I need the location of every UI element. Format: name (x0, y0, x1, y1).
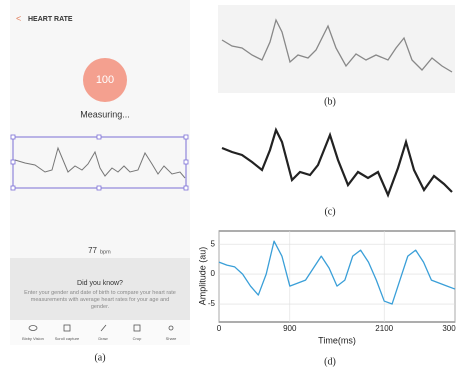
y-tick-label: -5 (208, 299, 216, 308)
toolbar-label[interactable]: Crop (133, 336, 142, 341)
back-arrow: < (16, 13, 21, 23)
caption: (a) (94, 352, 105, 363)
header-title: HEART RATE (28, 16, 73, 23)
tip-title: Did you know? (77, 280, 123, 287)
x-tick-label: 900 (283, 324, 297, 333)
x-tick-label: 300 (442, 324, 456, 333)
x-axis-title: Time(ms) (318, 335, 356, 345)
y-tick-label: 0 (211, 269, 216, 278)
toolbar-label[interactable]: Scroll capture (55, 336, 80, 341)
x-tick-label: 2100 (375, 324, 393, 333)
toolbar (10, 320, 190, 345)
toolbar-label[interactable]: Share (166, 336, 177, 341)
figure: < HEART RATE 100 Measuring... 77 bpm Did… (0, 0, 461, 370)
gauge-value: 100 (96, 74, 114, 86)
y-tick-label: 5 (211, 239, 216, 248)
bpm-value: 77 (88, 246, 97, 255)
bpm-unit: bpm (100, 249, 111, 255)
tip-text: Enter your gender and date of birth to c… (22, 290, 178, 311)
caption: (b) (324, 96, 336, 107)
y-axis-title: Amplitude (au) (197, 247, 207, 306)
plot-area (219, 231, 455, 322)
caption: (c) (324, 206, 335, 217)
status: Measuring... (80, 109, 130, 119)
toolbar-label[interactable]: Draw (98, 336, 107, 341)
caption: (d) (324, 356, 336, 367)
x-tick-label: 0 (217, 324, 222, 333)
waveform (222, 130, 452, 195)
toolbar-label[interactable]: Bixby Vision (22, 336, 44, 341)
figure-canvas: < HEART RATE 100 Measuring... 77 bpm Did… (0, 0, 461, 370)
